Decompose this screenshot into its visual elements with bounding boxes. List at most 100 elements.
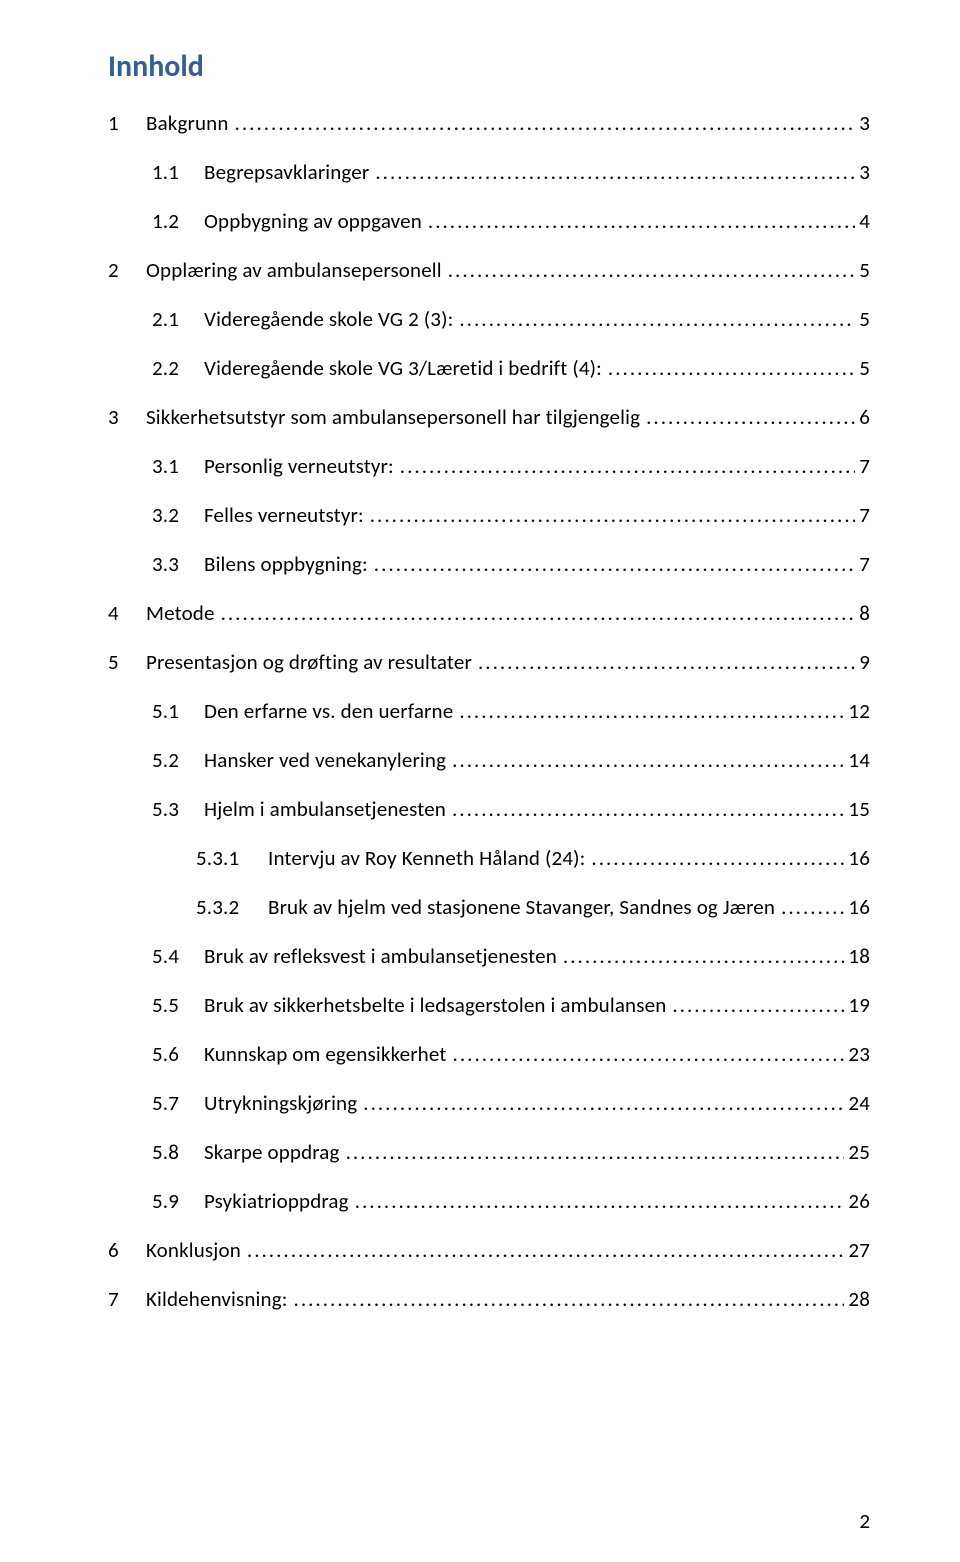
toc-entry-label: Bakgrunn [146, 113, 229, 134]
toc-entry[interactable]: 3.2Felles verneutstyr: .................… [108, 505, 870, 526]
page-number: 2 [859, 1508, 870, 1534]
toc-entry[interactable]: 5.2Hansker ved venekanylering ..........… [108, 750, 870, 771]
toc-entry-label: Oppbygning av oppgaven [204, 211, 422, 232]
toc-entry-number: 7 [108, 1289, 146, 1310]
toc-leader-dots: ........................................… [585, 848, 844, 869]
toc-leader-dots: ........................................… [557, 946, 844, 967]
toc-entry-number: 3.1 [152, 456, 204, 477]
toc-entry[interactable]: 3.3Bilens oppbygning: ..................… [108, 554, 870, 575]
toc-entry[interactable]: 5.3.2Bruk av hjelm ved stasjonene Stavan… [108, 897, 870, 918]
toc-entry-number: 5.3.1 [196, 848, 268, 869]
toc-leader-dots: ........................................… [453, 701, 844, 722]
toc-entry-number: 1 [108, 113, 146, 134]
toc-entry-page: 5 [855, 260, 870, 281]
toc-entry[interactable]: 3Sikkerhetsutstyr som ambulansepersonell… [108, 407, 870, 428]
toc-entry[interactable]: 5.4Bruk av refleksvest i ambulansetjenes… [108, 946, 870, 967]
toc-entry-label: Hjelm i ambulansetjenesten [204, 799, 446, 820]
toc-entry-page: 26 [844, 1191, 870, 1212]
toc-entry-number: 5.3.2 [196, 897, 268, 918]
toc-entry[interactable]: 5.6Kunnskap om egensikkerhet ...........… [108, 1044, 870, 1065]
toc-entry-label: Konklusjon [146, 1240, 241, 1261]
toc-entry-label: Kildehenvisning: [146, 1289, 288, 1310]
toc-entry[interactable]: 5.1Den erfarne vs. den uerfarne ........… [108, 701, 870, 722]
toc-entry-label: Opplæring av ambulansepersonell [146, 260, 442, 281]
toc-entry-label: Videregående skole VG 2 (3): [204, 309, 453, 330]
toc-entry-label: Bruk av refleksvest i ambulansetjenesten [204, 946, 557, 967]
toc-entry-number: 5.8 [152, 1142, 204, 1163]
toc-entry[interactable]: 1.2Oppbygning av oppgaven ..............… [108, 211, 870, 232]
toc-leader-dots: ........................................… [602, 358, 855, 379]
toc-entry-page: 8 [855, 603, 870, 624]
toc-leader-dots: ........................................… [446, 750, 844, 771]
toc-entry-number: 5.6 [152, 1044, 204, 1065]
toc-leader-dots: ........................................… [394, 456, 855, 477]
toc-entry-number: 5.5 [152, 995, 204, 1016]
toc-entry-number: 1.1 [152, 162, 204, 183]
toc-entry-number: 5.4 [152, 946, 204, 967]
toc-entry-number: 3 [108, 407, 146, 428]
toc-entry-page: 5 [855, 358, 870, 379]
toc-entry-page: 16 [844, 848, 870, 869]
toc-entry-page: 12 [844, 701, 870, 722]
toc-leader-dots: ........................................… [357, 1093, 844, 1114]
document-page: Innhold 1Bakgrunn ......................… [0, 0, 960, 1562]
toc-entry[interactable]: 5.5Bruk av sikkerhetsbelte i ledsagersto… [108, 995, 870, 1016]
toc-entry-number: 2 [108, 260, 146, 281]
toc-entry[interactable]: 5.7Utrykningskjøring ...................… [108, 1093, 870, 1114]
toc-entry-page: 4 [855, 211, 870, 232]
toc-leader-dots: ........................................… [472, 652, 855, 673]
toc-entry[interactable]: 5.9Psykiatrioppdrag ....................… [108, 1191, 870, 1212]
toc-entry-number: 3.3 [152, 554, 204, 575]
toc-leader-dots: ........................................… [453, 309, 855, 330]
toc-entry-label: Intervju av Roy Kenneth Håland (24): [268, 848, 585, 869]
toc-entry-label: Videregående skole VG 3/Læretid i bedrif… [204, 358, 602, 379]
toc-leader-dots: ........................................… [442, 260, 855, 281]
toc-entry-number: 5 [108, 652, 146, 673]
toc-entry-number: 1.2 [152, 211, 204, 232]
toc-entry-page: 24 [844, 1093, 870, 1114]
toc-entry-label: Personlig verneutstyr: [204, 456, 394, 477]
toc-entry-label: Bilens oppbygning: [204, 554, 368, 575]
toc-entry[interactable]: 6Konklusjon ............................… [108, 1240, 870, 1261]
toc-entry-label: Den erfarne vs. den uerfarne [204, 701, 453, 722]
toc-entry[interactable]: 2.1Videregående skole VG 2 (3): ........… [108, 309, 870, 330]
toc-entry-page: 14 [844, 750, 870, 771]
toc-entry[interactable]: 5.8Skarpe oppdrag ......................… [108, 1142, 870, 1163]
toc-title: Innhold [108, 48, 870, 85]
toc-leader-dots: ........................................… [368, 554, 855, 575]
toc-entry[interactable]: 1.1Begrepsavklaringer ..................… [108, 162, 870, 183]
toc-entry-page: 3 [855, 162, 870, 183]
toc-entry[interactable]: 1Bakgrunn ..............................… [108, 113, 870, 134]
toc-entry-label: Begrepsavklaringer [204, 162, 369, 183]
toc-entry-page: 25 [844, 1142, 870, 1163]
toc-entry-page: 3 [855, 113, 870, 134]
toc-leader-dots: ........................................… [446, 799, 844, 820]
toc-entry-page: 16 [844, 897, 870, 918]
toc-entry-number: 5.3 [152, 799, 204, 820]
toc-entry[interactable]: 7Kildehenvisning: ......................… [108, 1289, 870, 1310]
toc-leader-dots: ........................................… [666, 995, 844, 1016]
toc-entry-page: 19 [844, 995, 870, 1016]
toc-leader-dots: ........................................… [241, 1240, 845, 1261]
toc-leader-dots: ........................................… [775, 897, 844, 918]
toc-leader-dots: ........................................… [349, 1191, 845, 1212]
toc-entry-label: Skarpe oppdrag [204, 1142, 340, 1163]
toc-entry-number: 5.1 [152, 701, 204, 722]
toc-entry-number: 6 [108, 1240, 146, 1261]
toc-entry-page: 5 [855, 309, 870, 330]
toc-entry[interactable]: 2Opplæring av ambulansepersonell .......… [108, 260, 870, 281]
toc-entry[interactable]: 2.2Videregående skole VG 3/Læretid i bed… [108, 358, 870, 379]
toc-leader-dots: ........................................… [288, 1289, 845, 1310]
toc-entry[interactable]: 5Presentasjon og drøfting av resultater … [108, 652, 870, 673]
toc-entry-number: 5.7 [152, 1093, 204, 1114]
toc-entry-page: 7 [855, 554, 870, 575]
toc-leader-dots: ........................................… [447, 1044, 845, 1065]
toc-entry-page: 27 [844, 1240, 870, 1261]
toc-entry[interactable]: 3.1Personlig verneutstyr: ..............… [108, 456, 870, 477]
toc-entry-page: 6 [855, 407, 870, 428]
toc-entry-page: 23 [844, 1044, 870, 1065]
toc-entry[interactable]: 4Metode ................................… [108, 603, 870, 624]
toc-entry[interactable]: 5.3Hjelm i ambulansetjenesten ..........… [108, 799, 870, 820]
toc-list: 1Bakgrunn ..............................… [108, 113, 870, 1310]
toc-entry[interactable]: 5.3.1Intervju av Roy Kenneth Håland (24)… [108, 848, 870, 869]
